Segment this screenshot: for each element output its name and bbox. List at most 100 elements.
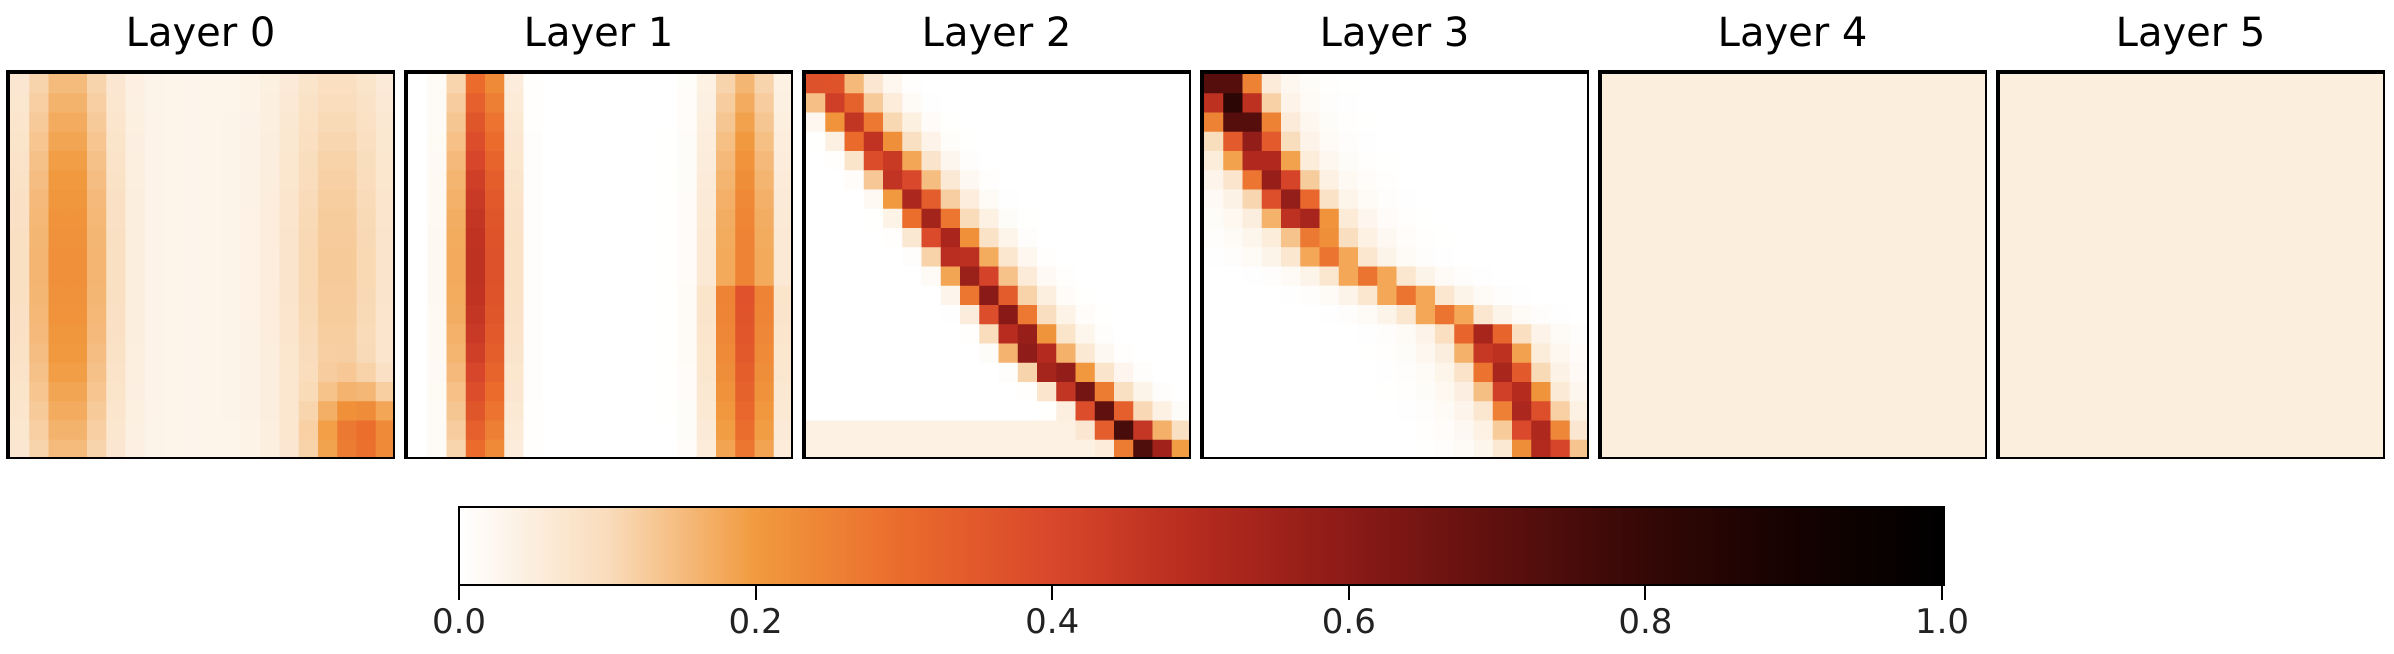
heatmap-cell	[125, 189, 146, 210]
heatmap-cell	[279, 189, 300, 210]
heatmap-cell	[1281, 382, 1301, 402]
heatmap-cell	[1698, 324, 1719, 345]
heatmap-cell	[408, 343, 428, 364]
heatmap-cell	[1300, 266, 1321, 287]
heatmap-cell	[2077, 170, 2097, 191]
heatmap-cell	[1640, 266, 1661, 287]
heatmap-cell	[2192, 439, 2213, 457]
heatmap-cell	[1833, 401, 1853, 422]
heatmap-cell	[2096, 401, 2117, 422]
heatmap-cell	[2231, 401, 2251, 422]
heatmap-cell	[408, 74, 428, 94]
heatmap-cell	[2173, 112, 2194, 133]
heatmap-cell	[2269, 189, 2290, 210]
heatmap-cell	[485, 362, 505, 383]
heatmap-cell	[1075, 285, 1096, 306]
heatmap-cell	[600, 112, 621, 133]
heatmap-cell	[1512, 285, 1532, 306]
heatmap-cell	[1037, 247, 1057, 268]
heatmap-cell	[1338, 189, 1359, 210]
heatmap-cell	[221, 247, 242, 268]
heatmap-cell	[1300, 112, 1321, 133]
heatmap-cell	[1659, 420, 1680, 441]
heatmap-cell	[221, 343, 242, 364]
heatmap-cell	[1300, 247, 1321, 268]
heatmap-cell	[773, 305, 791, 325]
heatmap-cell	[48, 285, 69, 306]
heatmap-cell	[427, 189, 448, 210]
heatmap-cell	[164, 420, 184, 441]
heatmap-cell	[1621, 93, 1642, 114]
heatmap-cell	[2211, 266, 2232, 287]
heatmap-cell	[241, 131, 261, 152]
heatmap-cell	[863, 151, 884, 171]
heatmap-cell	[1640, 305, 1661, 325]
heatmap-cell	[2038, 93, 2059, 114]
heatmap-cell	[183, 305, 204, 325]
heatmap-cell	[1794, 189, 1815, 210]
heatmap-cell	[221, 112, 242, 133]
heatmap-cell	[1659, 93, 1680, 114]
heatmap-cell	[2231, 285, 2251, 306]
heatmap-cell	[1114, 362, 1134, 383]
heatmap-cell	[485, 170, 505, 191]
heatmap-cell	[1550, 439, 1571, 457]
heatmap-cell	[2019, 228, 2040, 248]
heatmap-cell	[2115, 305, 2136, 325]
heatmap-cell	[1037, 208, 1057, 229]
heatmap-cell	[2308, 247, 2328, 268]
heatmap-cell	[1569, 74, 1587, 94]
heatmap-cell	[504, 324, 525, 345]
heatmap-cell	[1171, 170, 1189, 191]
heatmap-cell	[356, 382, 377, 402]
heatmap-cell	[1473, 266, 1494, 287]
heatmap-cell	[2192, 247, 2213, 268]
heatmap-cell	[1223, 151, 1244, 171]
heatmap-cell	[1261, 131, 1282, 152]
heatmap-cell	[542, 343, 563, 364]
heatmap-cell	[1679, 170, 1699, 191]
heatmap-cell	[2019, 131, 2040, 152]
heatmap-cell	[1531, 305, 1552, 325]
heatmap-cell	[2327, 401, 2348, 422]
heatmap-cell	[1377, 170, 1398, 191]
heatmap-cell	[883, 343, 903, 364]
heatmap-cell	[375, 112, 393, 133]
heatmap-cell	[446, 266, 467, 287]
heatmap-cell	[2231, 420, 2251, 441]
heatmap-cell	[2365, 343, 2383, 364]
heatmap-cell	[1813, 420, 1834, 441]
heatmap-cell	[1640, 343, 1661, 364]
heatmap-cell	[1569, 324, 1587, 345]
heatmap-cell	[619, 382, 640, 402]
heatmap-cell	[1223, 420, 1244, 441]
heatmap-cell	[408, 247, 428, 268]
heatmap-grid	[1598, 70, 1987, 459]
heatmap-cell	[1512, 112, 1532, 133]
heatmap-cell	[600, 266, 621, 287]
heatmap-cell	[883, 305, 903, 325]
heatmap-cell	[825, 151, 846, 171]
heatmap-cell	[1621, 401, 1642, 422]
heatmap-cell	[1492, 285, 1513, 306]
heatmap-cell	[1300, 228, 1321, 248]
heatmap-cell	[696, 343, 717, 364]
heatmap-cell	[825, 189, 846, 210]
heatmap-cell	[183, 170, 204, 191]
heatmap-cell	[1569, 170, 1587, 191]
heatmap-cell	[2057, 266, 2078, 287]
heatmap-cell	[1223, 131, 1244, 152]
heatmap-cell	[202, 420, 223, 441]
heatmap-cell	[1833, 247, 1853, 268]
heatmap-cell	[1621, 208, 1642, 229]
heatmap-cell	[1512, 343, 1532, 364]
heatmap-cell	[356, 247, 377, 268]
heatmap-cell	[1300, 382, 1321, 402]
heatmap-cell	[716, 151, 736, 171]
heatmap-cell	[523, 285, 544, 306]
heatmap-cell	[67, 74, 88, 94]
heatmap-cell	[1679, 439, 1699, 457]
heatmap-cell	[825, 112, 846, 133]
heatmap-cell	[1094, 401, 1115, 422]
heatmap-cell	[1890, 131, 1911, 152]
